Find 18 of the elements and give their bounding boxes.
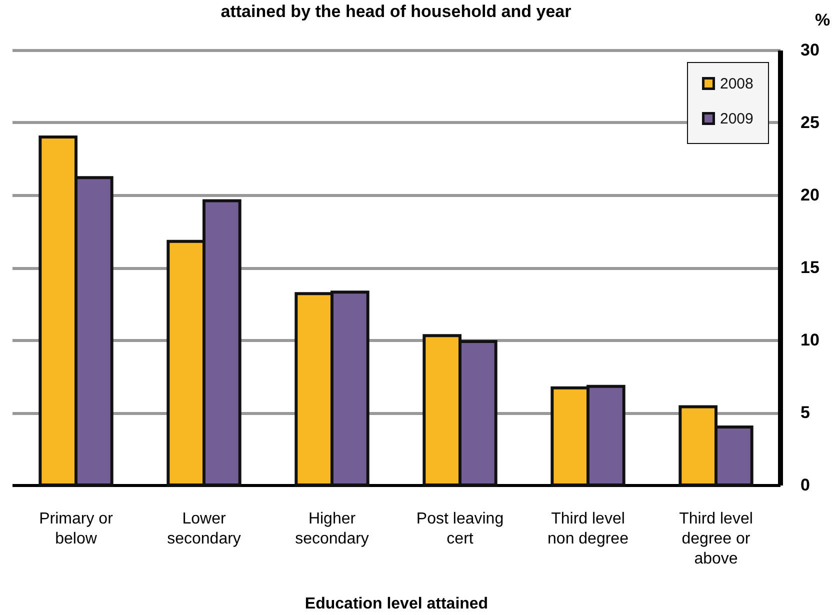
y-tick-label: 20	[800, 186, 820, 204]
legend-label: 2009	[720, 110, 754, 128]
y-tick-label: 30	[800, 40, 820, 60]
y-tick-label: 10	[800, 330, 820, 350]
y-tick-label: 0	[800, 476, 810, 494]
y-tick-label: 15	[800, 258, 820, 277]
x-tick-label: Higher secondary	[295, 510, 369, 548]
x-axis-title: Education level attained	[304, 596, 488, 612]
y-axis-title: %	[814, 10, 830, 30]
x-tick-label: Post leaving cert	[416, 510, 504, 548]
y-tick-label: 25	[800, 113, 820, 132]
x-tick-label: Third level non degree	[548, 510, 629, 548]
x-tick-label: Third level degree or above	[679, 510, 753, 568]
legend-label: 2008	[720, 76, 754, 92]
x-tick-label: Lower secondary	[167, 510, 241, 548]
y-tick-label: 5	[800, 403, 810, 422]
chart-title: attained by the head of household and year	[220, 2, 572, 21]
x-tick-label: Primary or below	[39, 510, 114, 548]
